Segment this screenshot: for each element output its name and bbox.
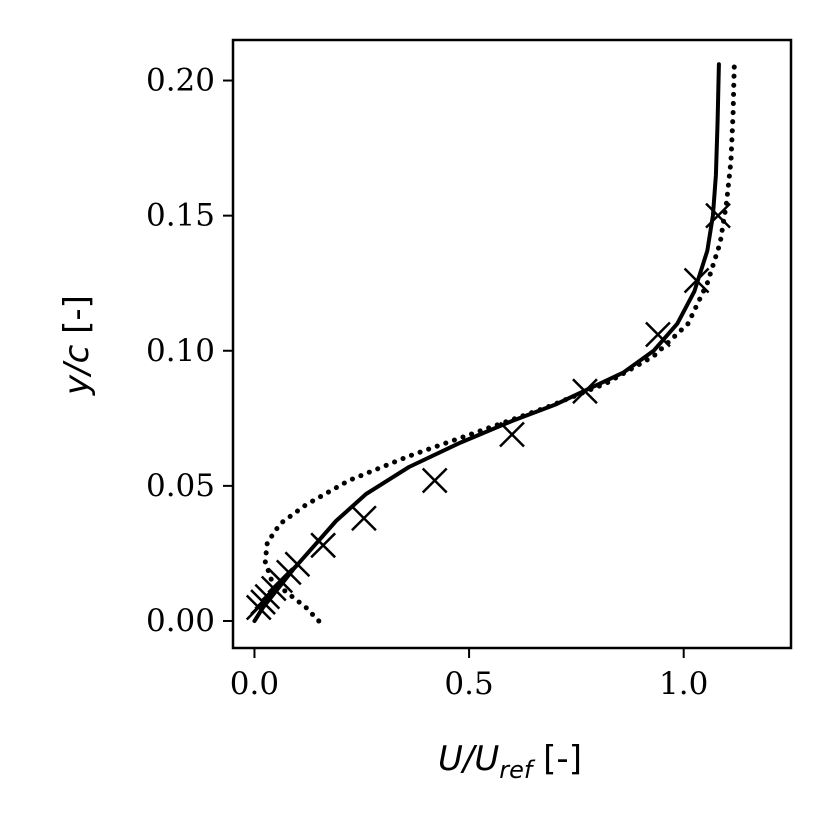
data-point-marker-8 <box>351 505 377 532</box>
plot-layer <box>245 61 737 624</box>
x-axis-label: U/Uref [-] <box>438 739 582 784</box>
x-tick-label-1: 0.5 <box>444 666 493 702</box>
y-axis-label: y/c [-] <box>57 295 97 396</box>
y-tick-label-3: 0.15 <box>146 198 215 234</box>
y-axis-label-main: y/c <box>57 344 97 396</box>
y-tick-label-0: 0.00 <box>146 603 215 639</box>
dotted-profile-line <box>262 61 737 624</box>
axis-layer: 0.0 0.5 1.0 0.00 0.05 0.10 0.15 0.20 <box>146 63 708 702</box>
y-tick-label-1: 0.05 <box>146 468 215 504</box>
data-point-marker-6 <box>284 551 311 578</box>
x-tick-label-2: 1.0 <box>659 666 708 702</box>
data-point-marker-11 <box>572 378 598 405</box>
data-point-marker-9 <box>421 467 448 494</box>
data-point-marker-10 <box>499 421 525 448</box>
y-axis-label-unit: [-] <box>57 295 97 345</box>
x-tick-label-0: 0.0 <box>230 666 279 702</box>
data-point-marker-13 <box>683 267 710 294</box>
data-point-marker-14 <box>705 202 731 229</box>
data-point-marker-7 <box>310 532 337 559</box>
y-tick-label-2: 0.10 <box>146 333 215 369</box>
x-axis-label-main: U/U <box>438 739 499 779</box>
data-point-marker-12 <box>645 321 671 348</box>
plot-area-frame <box>231 38 793 650</box>
x-axis-label-subscript: ref <box>499 756 536 784</box>
y-tick-label-4: 0.20 <box>146 63 215 99</box>
x-axis-label-unit: [-] <box>532 739 582 779</box>
